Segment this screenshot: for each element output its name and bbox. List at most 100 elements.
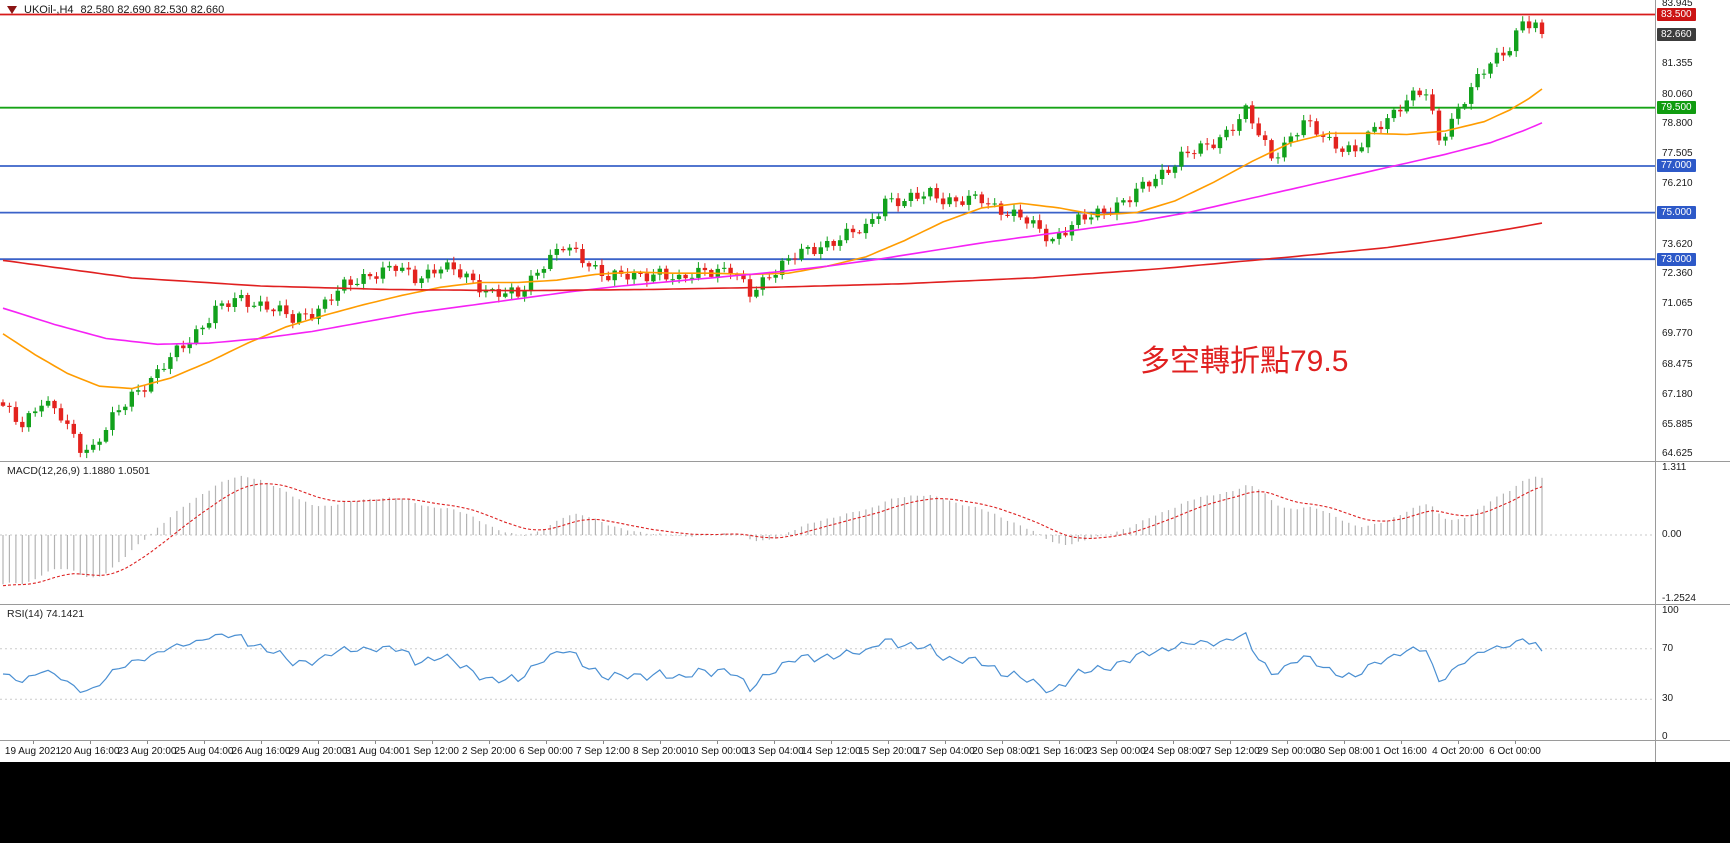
- rsi-label: RSI(14) 74.1421: [7, 608, 85, 620]
- price-axis-label: 73.620: [1662, 238, 1693, 250]
- price-badge: 82.660: [1657, 27, 1696, 41]
- time-axis[interactable]: 19 Aug 2021 20 Aug 16:00 23 Aug 20:00 25 Au…: [0, 741, 1730, 762]
- time-tick: [1458, 741, 1459, 744]
- time-axis-label: 7 Sep 12:00: [576, 746, 630, 757]
- chart-annotation-text[interactable]: 多空轉折點79.5: [1140, 345, 1349, 378]
- symbol-period-label: UKOil-,H4: [24, 4, 74, 16]
- time-axis-label: 26 Aug 16:00: [231, 746, 291, 757]
- price-axis-label: 78.800: [1662, 118, 1693, 129]
- time-axis-label: 6 Sep 00:00: [519, 746, 573, 757]
- time-axis-label: 23 Sep 00:00: [1086, 746, 1146, 757]
- price-badge: 75.000: [1657, 206, 1696, 220]
- macd-label: MACD(12,26,9) 1.1880 1.0501: [7, 465, 151, 477]
- time-tick: [1230, 741, 1231, 744]
- time-axis-label: 20 Aug 16:00: [60, 746, 120, 757]
- time-axis-label: 29 Aug 20:00: [288, 746, 348, 757]
- time-tick: [774, 741, 775, 744]
- time-axis-label: 20 Sep 08:00: [972, 746, 1032, 757]
- price-axis-label: 72.360: [1662, 268, 1693, 280]
- macd-axis-label: 1.311: [1662, 462, 1687, 473]
- time-tick: [489, 741, 490, 744]
- price-badge: 73.000: [1657, 252, 1696, 266]
- price-axis-label: 76.210: [1662, 178, 1693, 190]
- time-axis-label: 30 Sep 08:00: [1314, 746, 1374, 757]
- macd-axis: 1.311 0.00 -1.2524: [1655, 462, 1730, 604]
- time-axis-label: 15 Sep 20:00: [858, 746, 918, 757]
- price-axis-label: 65.885: [1662, 419, 1693, 431]
- rsi-axis-label: 70: [1662, 642, 1674, 654]
- price-badge: 79.500: [1657, 101, 1696, 115]
- rsi-chart[interactable]: [0, 605, 1655, 741]
- time-tick: [33, 741, 34, 744]
- price-axis-label: 81.355: [1662, 58, 1693, 70]
- time-tick: [660, 741, 661, 744]
- time-axis-label: 4 Oct 20:00: [1432, 746, 1484, 757]
- price-axis-label: 67.180: [1662, 388, 1693, 400]
- time-tick: [1287, 741, 1288, 744]
- rsi-axis-label: 30: [1662, 693, 1674, 705]
- time-axis-label: 8 Sep 20:00: [633, 746, 687, 757]
- price-axis-label: 80.060: [1662, 88, 1693, 100]
- rsi-axis: 100 70 30 0: [1655, 605, 1730, 740]
- time-tick: [375, 741, 376, 744]
- time-tick: [1002, 741, 1003, 744]
- macd-pane[interactable]: MACD(12,26,9) 1.1880 1.0501 1.311 0.00 -1.…: [0, 462, 1730, 605]
- price-axis-label: 83.945: [1662, 0, 1693, 10]
- time-tick: [147, 741, 148, 744]
- time-tick: [888, 741, 889, 744]
- chart-title: UKOil-,H4 82.580 82.690 82.530 82.660: [7, 4, 224, 16]
- price-axis-label: 68.475: [1662, 358, 1693, 370]
- price-axis-label: 77.505: [1662, 148, 1693, 160]
- candlestick-chart[interactable]: [0, 0, 1655, 462]
- time-axis-label: 23 Aug 20:00: [117, 746, 177, 757]
- axis-corner: [1655, 741, 1730, 762]
- time-tick: [717, 741, 718, 744]
- rsi-axis-label: 100: [1662, 605, 1679, 616]
- price-axis: 83.945 81.355 80.060 78.800 77.505 76.210 73.6…: [1655, 0, 1730, 461]
- time-tick: [318, 741, 319, 744]
- time-tick: [90, 741, 91, 744]
- time-tick: [546, 741, 547, 744]
- rsi-axis-label: 0: [1662, 731, 1668, 741]
- time-axis-label: 6 Oct 00:00: [1489, 746, 1541, 757]
- time-axis-label: 24 Sep 08:00: [1143, 746, 1203, 757]
- time-tick: [1059, 741, 1060, 744]
- time-axis-label: 17 Sep 04:00: [915, 746, 975, 757]
- macd-chart[interactable]: [0, 462, 1655, 605]
- time-axis-label: 10 Sep 00:00: [687, 746, 747, 757]
- time-axis-label: 13 Sep 04:00: [744, 746, 804, 757]
- price-badge: 83.500: [1657, 7, 1696, 21]
- time-tick: [1116, 741, 1117, 744]
- price-chart-pane[interactable]: UKOil-,H4 82.580 82.690 82.530 82.660 多空…: [0, 0, 1730, 462]
- time-tick: [432, 741, 433, 744]
- time-axis-label: 1 Sep 12:00: [405, 746, 459, 757]
- time-axis-label: 19 Aug 2021: [4, 746, 62, 757]
- time-axis-label: 21 Sep 16:00: [1029, 746, 1089, 757]
- time-axis-label: 25 Aug 04:00: [174, 746, 234, 757]
- price-badge: 77.000: [1657, 159, 1696, 173]
- time-tick: [1515, 741, 1516, 744]
- time-tick: [831, 741, 832, 744]
- time-axis-label: 31 Aug 04:00: [345, 746, 405, 757]
- price-axis-label: 71.065: [1662, 298, 1693, 310]
- rsi-pane[interactable]: RSI(14) 74.1421 100 70 30 0: [0, 605, 1730, 741]
- time-tick: [261, 741, 262, 744]
- time-axis-label: 1 Oct 16:00: [1375, 746, 1427, 757]
- ohlc-values-label: 82.580 82.690 82.530 82.660: [80, 4, 225, 16]
- time-tick: [945, 741, 946, 744]
- time-tick: [603, 741, 604, 744]
- time-tick: [1344, 741, 1345, 744]
- time-axis-label: 29 Sep 00:00: [1257, 746, 1317, 757]
- time-tick: [1173, 741, 1174, 744]
- macd-axis-label: 0.00: [1662, 529, 1682, 540]
- chart-symbol-icon: [7, 6, 17, 14]
- macd-axis-label: -1.2524: [1662, 592, 1696, 604]
- price-axis-label: 64.625: [1662, 448, 1693, 460]
- time-axis-label: 14 Sep 12:00: [801, 746, 861, 757]
- taskbar: [0, 762, 1730, 843]
- time-tick: [204, 741, 205, 744]
- time-axis-label: 2 Sep 20:00: [462, 746, 516, 757]
- price-axis-label: 69.770: [1662, 328, 1693, 340]
- time-tick: [1401, 741, 1402, 744]
